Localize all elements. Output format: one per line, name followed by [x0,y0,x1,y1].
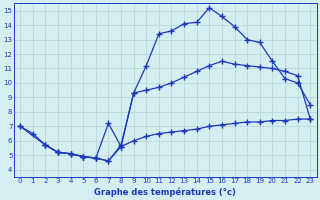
X-axis label: Graphe des températures (°c): Graphe des températures (°c) [94,187,236,197]
